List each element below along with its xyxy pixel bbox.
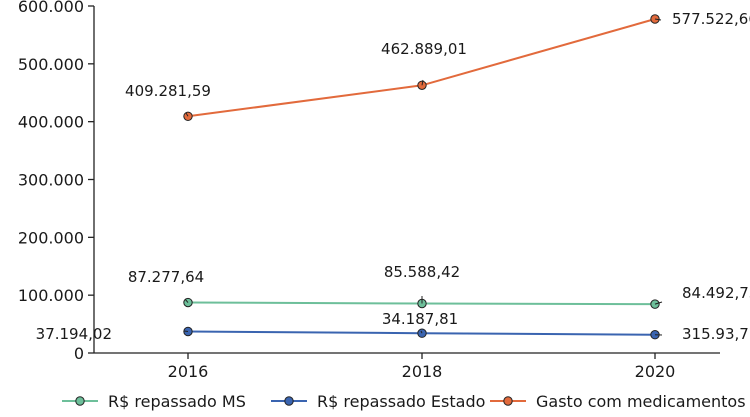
legend-item: Gasto com medicamentos [490,392,746,411]
data-label: 315.93,77 [682,325,750,343]
data-label: 37.194,02 [36,325,112,343]
legend-label: R$ repassado Estado [317,392,485,411]
legend-item: R$ repassado MS [62,392,246,411]
series-line [188,19,655,116]
x-tick-label: 2016 [168,362,209,381]
series-layer [184,15,659,339]
y-tick-label: 100.000 [18,286,84,305]
data-label: 85.588,42 [384,263,460,281]
legend-item: R$ repassado Estado [271,392,485,411]
legend-marker [76,397,84,405]
legend-label: Gasto com medicamentos [536,392,746,411]
legend-marker [504,397,512,405]
data-label: 409.281,59 [125,82,211,100]
y-tick-label: 600.000 [18,0,84,16]
data-label: 577.522,66 [672,10,750,28]
legend-marker [285,397,293,405]
legend: R$ repassado MS R$ repassado Estado Gasto … [62,392,746,411]
data-label: 34.187,81 [382,310,458,328]
data-label: 87.277,64 [128,268,204,286]
data-label: 84.492,73 [682,284,750,302]
data-labels: 87.277,64 85.588,42 84.492,73 37.194,02 34.1… [36,10,750,343]
y-tick-label: 200.000 [18,228,84,247]
data-label: 462.889,01 [381,40,467,58]
y-tick-label: 0 [74,344,84,363]
legend-label: R$ repassado MS [108,392,246,411]
y-tick-label: 400.000 [18,113,84,132]
y-tick-label: 300.000 [18,171,84,190]
y-tick-label: 500.000 [18,55,84,74]
axes: 0 100.000 200.000 300.000 400.000 500.000 600.… [18,0,720,381]
x-tick-label: 2018 [402,362,443,381]
series-2 [184,15,659,121]
x-tick-label: 2020 [635,362,676,381]
